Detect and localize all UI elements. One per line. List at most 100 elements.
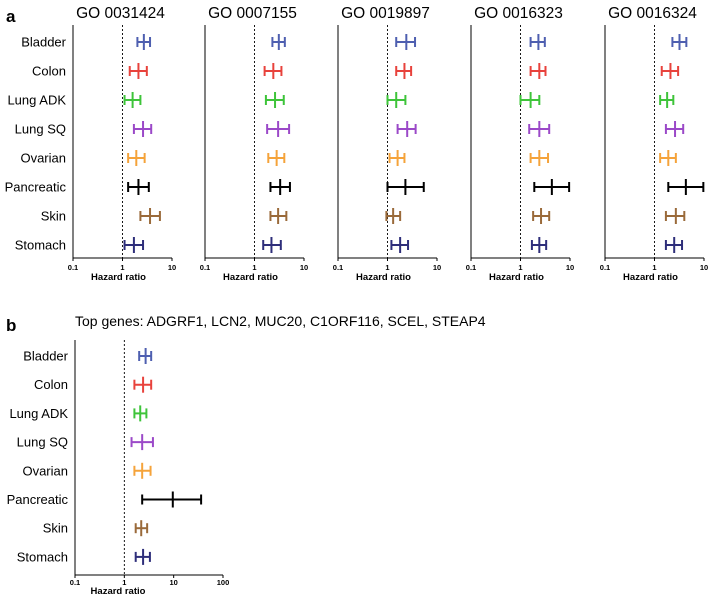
category-label: Pancreatic: [7, 492, 69, 507]
ci-row-ovarian: [529, 150, 550, 166]
x-tick-label: 1: [252, 263, 256, 272]
category-label: Stomach: [17, 549, 68, 564]
x-tick-label: 1: [652, 263, 656, 272]
category-label: Pancreatic: [5, 180, 67, 195]
category-label: Stomach: [15, 238, 66, 253]
x-axis-title: Hazard ratio: [91, 586, 146, 597]
x-tick-label: 0.1: [70, 578, 80, 587]
ci-row-pancreatic: [127, 179, 150, 195]
x-tick-label: 1: [385, 263, 389, 272]
x-tick-label: 1: [518, 263, 522, 272]
ci-row-skin: [134, 520, 149, 537]
ci-row-stomach: [390, 237, 410, 253]
ci-row-stomach: [123, 237, 145, 253]
ci-row-pancreatic: [667, 179, 705, 195]
category-label: Lung SQ: [17, 435, 68, 450]
ci-row-lung-adk: [123, 92, 142, 108]
ci-row-bladder: [136, 34, 152, 50]
ci-row-ovarian: [127, 150, 146, 166]
ci-row-colon: [263, 63, 283, 79]
ci-row-lung-adk: [519, 92, 541, 108]
category-label: Lung ADK: [9, 406, 68, 421]
x-tick-label: 10: [168, 263, 176, 272]
x-tick-label: 10: [300, 263, 308, 272]
x-tick-label: 10: [169, 578, 177, 587]
x-axis-title: Hazard ratio: [223, 272, 278, 283]
ci-row-bladder: [138, 348, 153, 364]
ci-row-bladder: [271, 34, 286, 50]
ci-row-bladder: [395, 34, 417, 50]
panel-title: GO 0007155: [208, 5, 297, 22]
ci-row-bladder: [671, 34, 688, 50]
x-tick-label: 0.1: [68, 263, 78, 272]
ci-row-lung-adk: [659, 92, 675, 108]
forest-panel-5: GO 0016324 0.1 1 10 Hazard ratio: [600, 5, 708, 283]
x-tick-label: 0.1: [200, 263, 210, 272]
x-tick-label: 0.1: [466, 263, 476, 272]
category-label: Lung ADK: [7, 93, 66, 108]
ci-row-lung-sq: [130, 434, 154, 451]
ci-row-lung-adk: [386, 92, 407, 108]
ci-row-stomach: [134, 548, 151, 565]
ci-row-skin: [664, 208, 686, 224]
ci-row-pancreatic: [269, 179, 291, 195]
ci-row-skin: [385, 208, 402, 224]
x-tick-label: 1: [120, 263, 124, 272]
forest-panel-3: GO 0019897 0.1 1 10 Hazard ratio: [333, 5, 441, 283]
x-axis-title: Hazard ratio: [489, 272, 544, 283]
x-tick-label: 10: [433, 263, 441, 272]
ci-row-colon: [529, 63, 547, 79]
forest-panel-6: Top genes: ADGRF1, LCN2, MUC20, C1ORF116…: [7, 313, 486, 597]
ci-row-lung-sq: [664, 121, 685, 137]
ci-row-ovarian: [659, 150, 677, 166]
ci-row-bladder: [529, 34, 546, 50]
ci-row-lung-adk: [264, 92, 285, 108]
panel-title: GO 0019897: [341, 5, 430, 22]
category-label: Lung SQ: [15, 122, 66, 137]
x-tick-label: 10: [566, 263, 574, 272]
panel-title: GO 0016324: [608, 5, 697, 22]
ci-row-skin: [532, 208, 551, 224]
ci-row-stomach: [530, 237, 548, 253]
forest-panel-4: GO 0016323 0.1 1 10 Hazard ratio: [466, 5, 574, 283]
ci-row-colon: [133, 376, 153, 393]
ci-row-lung-sq: [396, 121, 417, 137]
ci-row-colon: [660, 63, 680, 79]
forest-panel-1: GO 0031424 0.1 1 10 Hazard ratio Bladder Colon…: [5, 5, 177, 283]
panel-title: GO 0031424: [76, 5, 165, 22]
ci-row-stomach: [262, 237, 282, 253]
ci-row-stomach: [664, 237, 684, 253]
category-label: Skin: [41, 209, 66, 224]
category-label: Ovarian: [22, 463, 68, 478]
ci-row-colon: [128, 63, 148, 79]
ci-row-lung-sq: [132, 121, 153, 137]
ci-row-lung-sq: [528, 121, 551, 137]
ci-row-pancreatic: [141, 491, 203, 508]
category-label: Ovarian: [20, 151, 66, 166]
ci-row-ovarian: [133, 462, 152, 479]
ci-row-skin: [269, 208, 288, 224]
x-tick-label: 1: [122, 578, 126, 587]
ci-row-lung-adk: [133, 405, 148, 422]
category-label: Bladder: [23, 349, 68, 364]
ci-row-ovarian: [388, 150, 406, 166]
x-axis-title: Hazard ratio: [356, 272, 411, 283]
panel-title: Top genes: ADGRF1, LCN2, MUC20, C1ORF116…: [75, 313, 486, 329]
x-tick-label: 10: [700, 263, 708, 272]
x-tick-label: 0.1: [333, 263, 343, 272]
ci-row-lung-sq: [266, 121, 291, 137]
panel-title: GO 0016323: [474, 5, 563, 22]
category-label: Skin: [43, 521, 68, 536]
ci-row-skin: [139, 208, 161, 224]
x-axis-title: Hazard ratio: [91, 272, 146, 283]
panel-a-letter: a: [6, 7, 16, 26]
x-tick-label: 100: [217, 578, 230, 587]
category-label: Bladder: [21, 35, 66, 50]
category-label: Colon: [32, 64, 66, 79]
category-label: Colon: [34, 377, 68, 392]
ci-row-pancreatic: [386, 179, 425, 195]
forest-panel-2: GO 0007155 0.1 1 10 Hazard ratio: [200, 5, 308, 283]
ci-row-pancreatic: [533, 179, 571, 195]
panel-b-letter: b: [6, 316, 16, 335]
